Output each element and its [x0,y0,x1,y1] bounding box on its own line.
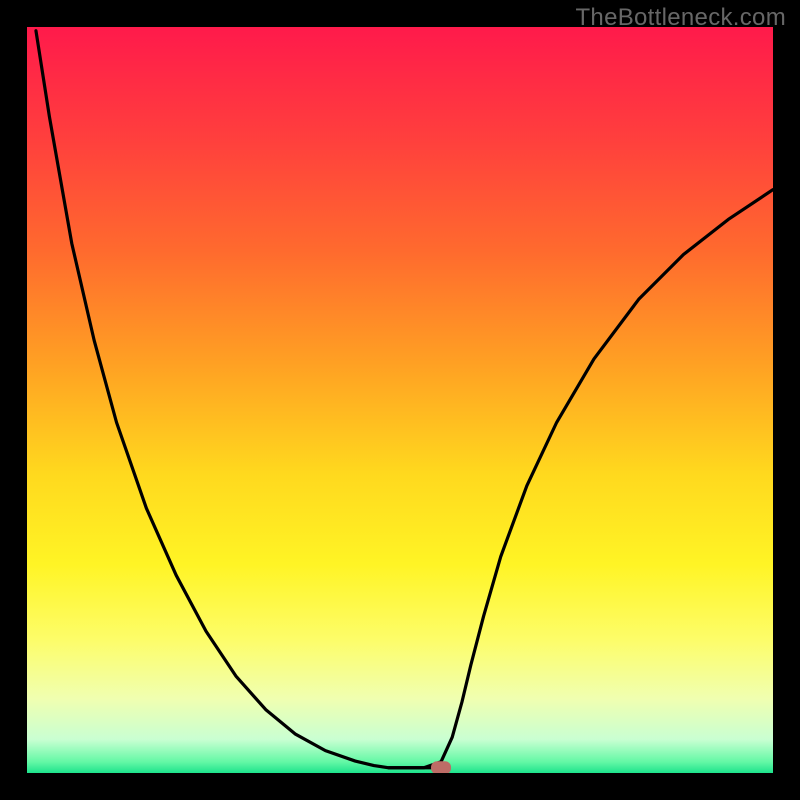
watermark-text: TheBottleneck.com [575,4,786,32]
chart-frame: TheBottleneck.com [0,0,800,800]
optimum-marker [431,761,451,773]
plot-area [27,27,773,773]
chart-svg [27,27,773,773]
gradient-background [27,27,773,773]
